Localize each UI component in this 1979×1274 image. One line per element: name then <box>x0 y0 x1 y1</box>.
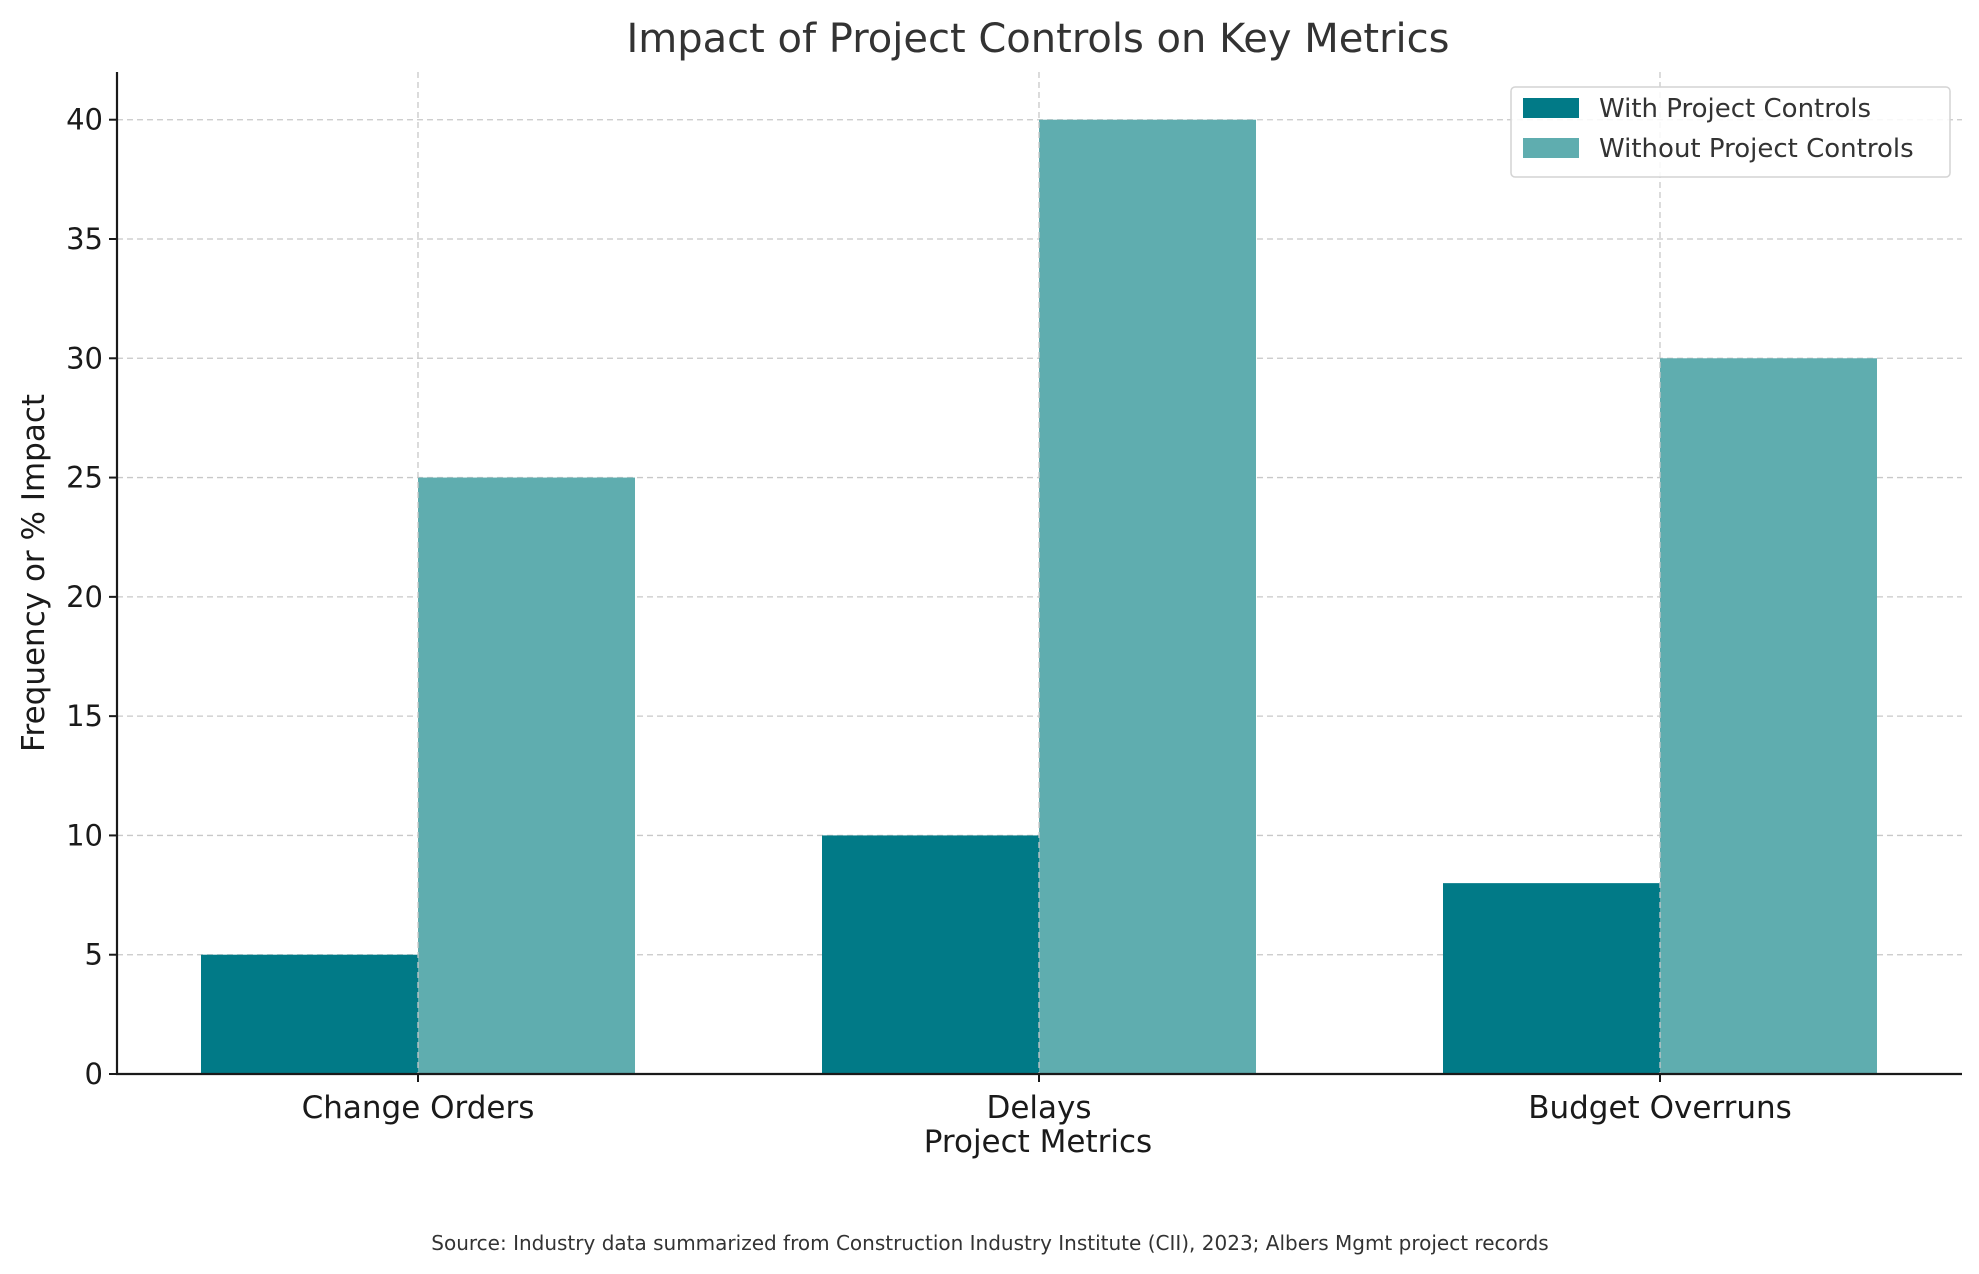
y-tick-label: 10 <box>66 818 103 852</box>
x-tick-label: Budget Overruns <box>1528 1090 1792 1126</box>
bar-without-2 <box>1660 358 1877 1074</box>
bars-group <box>201 72 1877 1075</box>
y-axis-label: Frequency or % Impact <box>16 394 52 752</box>
x-axis-label: Project Metrics <box>924 1124 1152 1160</box>
bar-with-0 <box>201 954 418 1074</box>
source-note: Source: Industry data summarized from Co… <box>431 1231 1548 1255</box>
y-tick-label: 15 <box>66 699 103 733</box>
x-tick-label: Change Orders <box>302 1090 535 1126</box>
x-tick-label: Delays <box>986 1090 1091 1126</box>
y-tick-label: 25 <box>66 461 103 495</box>
legend: With Project Controls Without Project Con… <box>1510 86 1951 178</box>
bar-without-0 <box>418 477 635 1075</box>
chart-title: Impact of Project Controls on Key Metric… <box>626 16 1449 62</box>
legend-swatch-with <box>1523 98 1579 118</box>
legend-label-without: Without Project Controls <box>1599 134 1914 164</box>
legend-swatch-without <box>1523 138 1579 158</box>
y-tick-label: 30 <box>66 341 103 375</box>
y-tick-label: 40 <box>66 103 103 137</box>
bar-with-2 <box>1443 883 1660 1074</box>
y-tick-label: 0 <box>85 1057 103 1091</box>
bar-without-1 <box>1039 119 1256 1074</box>
bar-with-1 <box>822 835 1039 1074</box>
legend-box <box>1510 86 1951 178</box>
y-tick-label: 35 <box>66 222 103 256</box>
y-tick-label: 20 <box>66 580 103 614</box>
y-axis-ticks: 0 5 10 15 20 25 30 35 40 <box>66 103 117 1091</box>
x-axis-categories: Change Orders Delays Budget Overruns <box>302 1074 1792 1126</box>
legend-label-with: With Project Controls <box>1599 94 1871 124</box>
y-tick-label: 5 <box>85 938 103 972</box>
